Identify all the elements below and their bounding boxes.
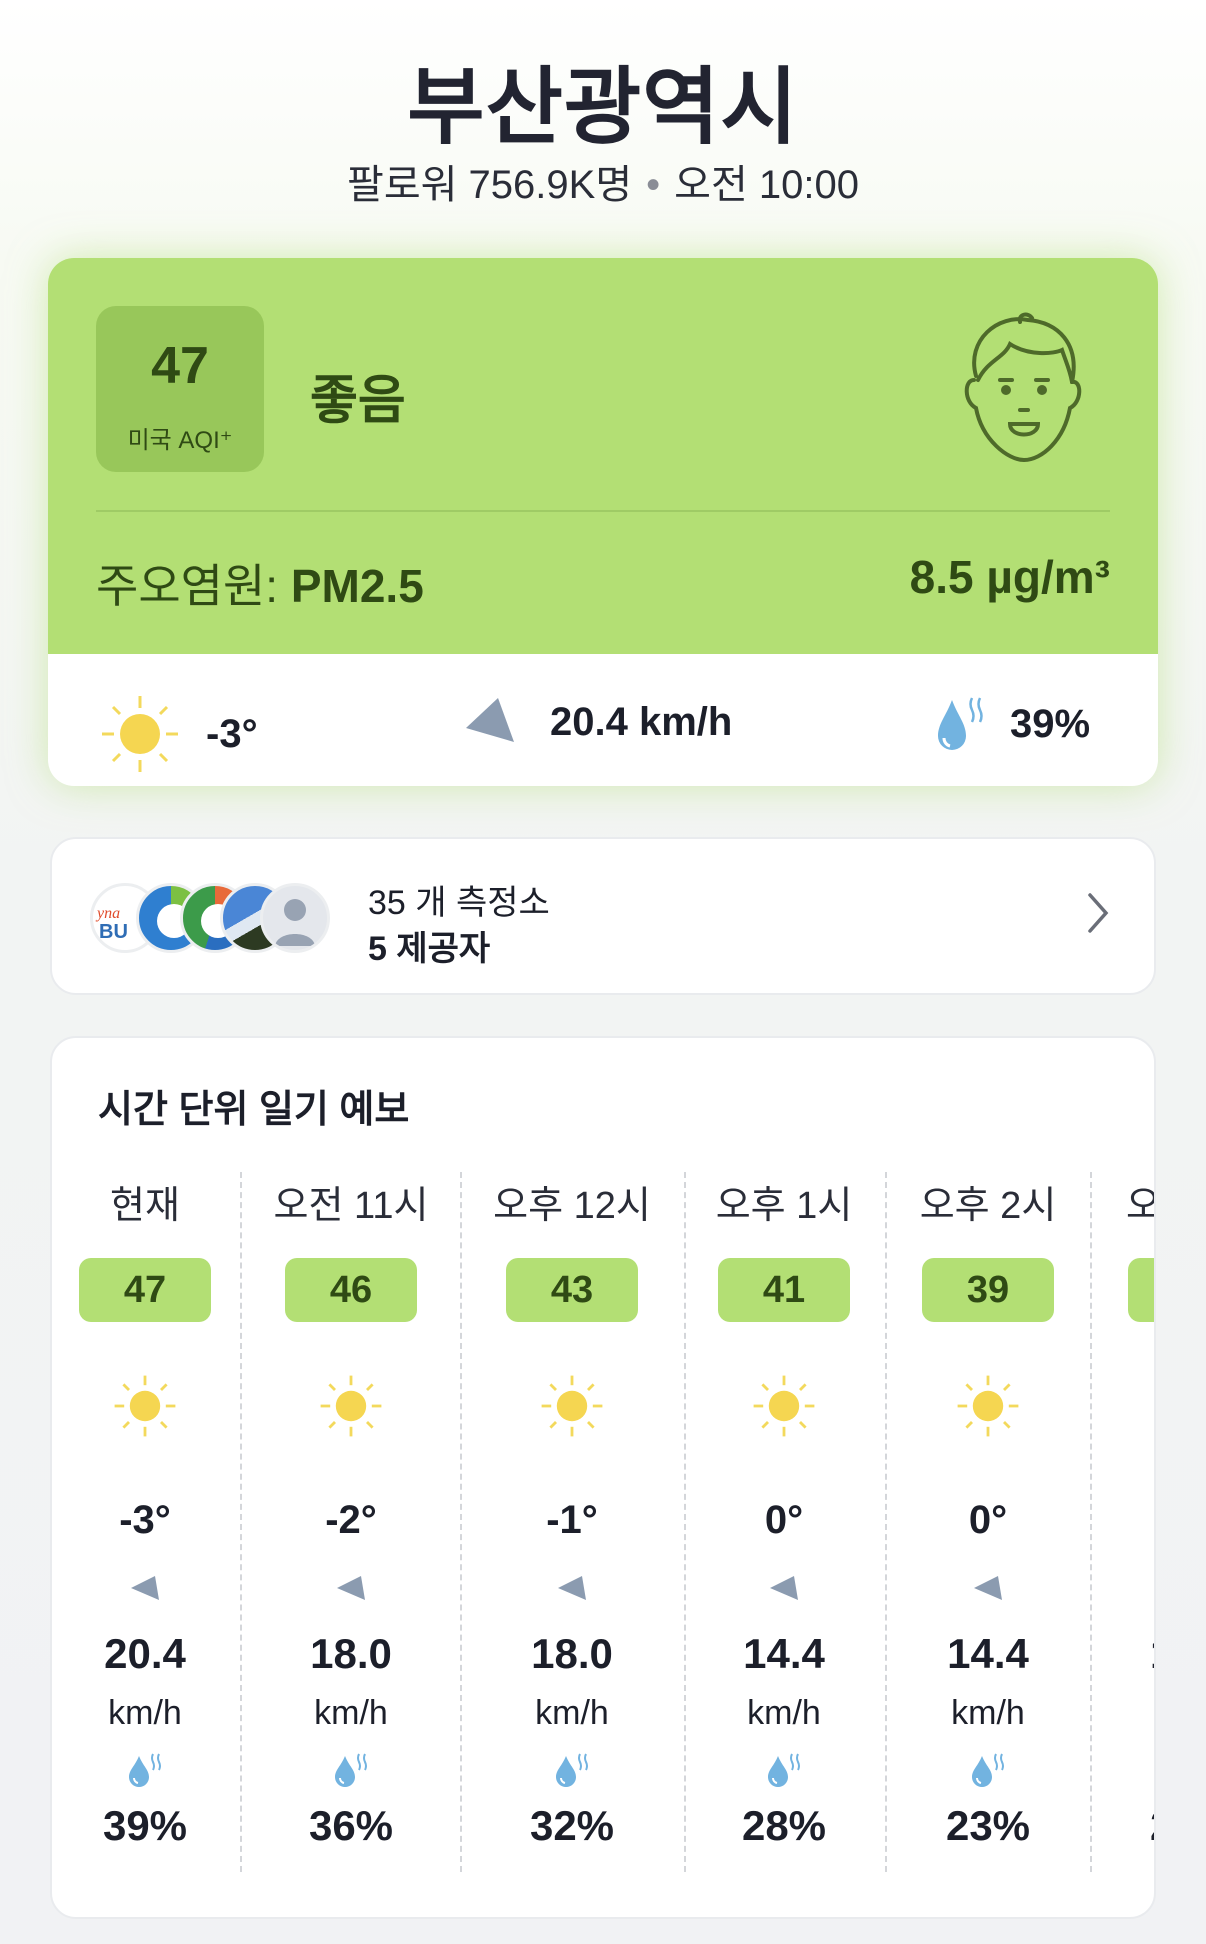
temperature: -3°	[119, 1498, 171, 1542]
wind-direction-icon	[970, 1574, 1006, 1609]
temperature: -2°	[325, 1498, 377, 1542]
current-temperature: -3°	[100, 694, 258, 774]
sun-icon	[956, 1374, 1020, 1443]
main-pollutant: 주오염원: PM2.5	[96, 550, 424, 616]
happy-face-icon	[964, 312, 1082, 463]
hour-label: 오전 11시	[273, 1185, 429, 1227]
separator: •	[646, 163, 661, 207]
aqi-status: 좋음	[310, 372, 406, 430]
aqi-pill: 39	[922, 1258, 1054, 1322]
station-count: 35 개 측정소	[368, 884, 550, 922]
aqi-pill: 43	[506, 1258, 638, 1322]
forecast-hour: 현재 47 -3° 20.4 km/h 39%	[52, 1174, 245, 1874]
wind-speed: 20.4	[104, 1630, 186, 1677]
column-divider	[240, 1172, 242, 1872]
provider-avatar-icon	[260, 883, 330, 953]
pollutant-concentration: 8.5 µg/m³	[909, 551, 1110, 603]
forecast-hour: 오후 12시 43 -1° 18.0 km/h 32%	[472, 1174, 672, 1874]
wind-direction-icon	[554, 1574, 590, 1609]
wind-speed: 18.0	[310, 1630, 392, 1677]
humidity-drop-icon	[764, 1752, 804, 1793]
humidity: 23%	[945, 1802, 1031, 1849]
wind-speed: 1	[1150, 1630, 1154, 1678]
column-divider	[460, 1172, 462, 1872]
wind-unit: km/h	[314, 1694, 388, 1732]
wind-value: 20.4 km/h	[550, 699, 733, 744]
aqi-scale: 미국 AQI⁺	[127, 427, 233, 454]
wind-unit: km/h	[108, 1694, 182, 1732]
humidity: 32%	[529, 1802, 615, 1849]
humidity: 36%	[308, 1802, 394, 1849]
aqi-pill: 47	[79, 1258, 211, 1322]
humidity-drop-icon	[552, 1752, 592, 1793]
aqi-value: 47	[151, 337, 209, 395]
svg-text:BU: BU	[99, 921, 128, 943]
sun-icon	[540, 1374, 604, 1443]
divider	[96, 510, 1110, 512]
temperature: 0°	[968, 1498, 1008, 1542]
update-time: 오전 10:00	[674, 163, 859, 207]
wind-speed: 14.4	[743, 1630, 825, 1677]
wind-direction-icon	[333, 1574, 369, 1609]
forecast-hour: 오후 2시 39 0° 14.4 km/h 23%	[888, 1174, 1088, 1874]
hour-label: 오후 2시	[919, 1185, 1057, 1227]
humidity-drop-icon	[938, 697, 983, 750]
humidity-drop-icon	[331, 1752, 371, 1793]
sun-icon	[752, 1374, 816, 1443]
wind-direction-icon	[766, 1574, 802, 1609]
aqi-pill: 46	[285, 1258, 417, 1322]
aqi-pill: 41	[718, 1258, 850, 1322]
pollutant-name: PM2.5	[290, 560, 424, 612]
hour-label: 오후 12시	[493, 1185, 651, 1227]
aqi-card[interactable]: 47 미국 AQI⁺ 좋음 주오염원: PM2.5 8.5 µg/m³ -3° …	[48, 258, 1158, 786]
hour-label: 오	[1126, 1174, 1154, 1229]
temperature-value: -3°	[206, 711, 258, 756]
hourly-forecast-card: 시간 단위 일기 예보 현재 47 -3° 20.4 km/h 39% 오전 1…	[50, 1036, 1156, 1919]
column-divider	[684, 1172, 686, 1872]
wind-speed: 18.0	[531, 1630, 613, 1677]
wind-direction-icon	[127, 1574, 163, 1609]
stations-card[interactable]: yna BU 35 개 측정소 5 제공자	[50, 837, 1156, 995]
humidity-drop-icon	[125, 1752, 165, 1793]
svg-text:yna: yna	[95, 905, 120, 922]
temperature: 0°	[764, 1498, 804, 1542]
wind-unit: km/h	[535, 1694, 609, 1732]
subtitle: 팔로워 756.9K명 • 오전 10:00	[0, 152, 1206, 210]
aqi-badge: 47 미국 AQI⁺	[96, 306, 264, 472]
column-divider	[885, 1172, 887, 1872]
humidity: 28%	[741, 1802, 827, 1849]
forecast-hour-partial: 오 1 2	[1120, 1174, 1154, 1874]
sun-icon	[102, 696, 178, 772]
aqi-pill	[1128, 1258, 1154, 1322]
pollutant-label: 주오염원:	[96, 560, 279, 612]
humidity: 39%	[102, 1802, 188, 1849]
wind-speed: 14.4	[947, 1630, 1029, 1677]
forecast-title: 시간 단위 일기 예보	[98, 1089, 410, 1131]
followers-count: 팔로워 756.9K명	[347, 163, 633, 207]
forecast-hour: 오전 11시 46 -2° 18.0 km/h 36%	[251, 1174, 451, 1874]
forecast-hour: 오후 1시 41 0° 14.4 km/h 28%	[684, 1174, 884, 1874]
hour-label: 현재	[110, 1185, 180, 1227]
temperature: -1°	[546, 1498, 598, 1542]
sun-icon	[319, 1374, 383, 1443]
current-wind: 20.4 km/h	[462, 694, 732, 750]
hour-label: 오후 1시	[715, 1185, 853, 1227]
column-divider	[1090, 1172, 1092, 1872]
humidity-value: 39%	[1010, 701, 1091, 746]
current-humidity: 39%	[932, 694, 1090, 754]
provider-count: 5 제공자	[368, 930, 491, 968]
humidity: 2	[1150, 1802, 1154, 1850]
sun-icon	[113, 1374, 177, 1443]
wind-unit: km/h	[747, 1694, 821, 1732]
chevron-right-icon[interactable]	[1086, 891, 1110, 935]
aqi-summary: 47 미국 AQI⁺ 좋음 주오염원: PM2.5 8.5 µg/m³	[48, 258, 1158, 654]
humidity-drop-icon	[968, 1752, 1008, 1793]
city-title: 부산광역시	[407, 60, 799, 154]
wind-direction-icon	[466, 698, 514, 742]
wind-unit: km/h	[951, 1694, 1025, 1732]
